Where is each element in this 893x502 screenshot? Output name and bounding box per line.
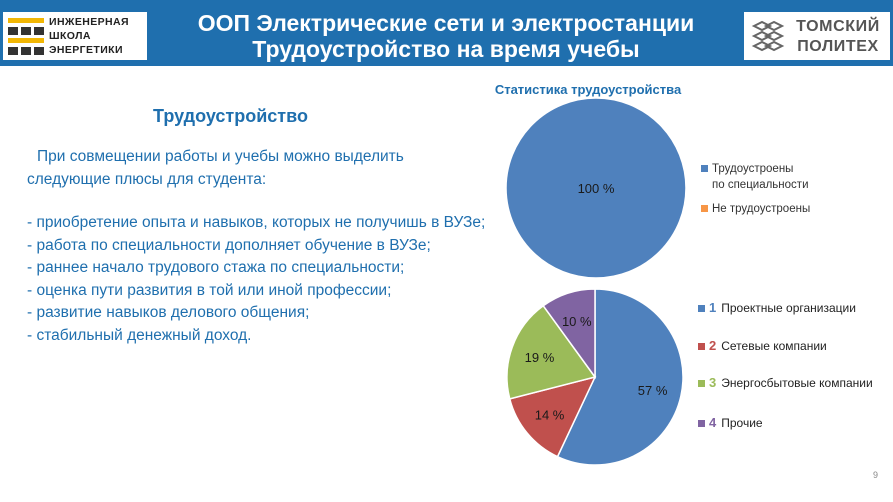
- pie-slice: [505, 97, 687, 279]
- legend-label: 3 Энергосбытовые компании: [709, 375, 873, 390]
- benefits-text: При совмещении работы и учебы можно выде…: [27, 146, 492, 347]
- section-heading: Трудоустройство: [153, 106, 308, 126]
- legend-swatch: [698, 420, 705, 427]
- legend-swatch: [701, 205, 708, 212]
- pie-slice: [556, 288, 684, 466]
- paragraph-spacer: [27, 191, 492, 212]
- legend-label: Не трудоустроены: [712, 203, 810, 215]
- benefit-item: - приобретение опыта и навыков, которых …: [27, 214, 486, 231]
- pie-data-label: 19 %: [525, 350, 555, 365]
- legend-text: Проектные организации: [721, 301, 856, 315]
- legend-swatch: [698, 380, 705, 387]
- legend-text: Энергосбытовые компании: [721, 376, 872, 390]
- school-logo-line: ЭНЕРГЕТИКИ: [49, 44, 123, 56]
- tomsk-polytech-logo: ТОМСКИЙ ПОЛИТЕХ: [744, 12, 890, 60]
- pie-data-label: 57 %: [638, 383, 668, 398]
- benefit-item: - работа по специальности дополняет обуч…: [27, 236, 431, 254]
- page-title-line1: ООП Электрические сети и электростанции: [197, 10, 695, 36]
- legend-swatch: [698, 305, 705, 312]
- benefit-item: - стабильный денежный доход.: [27, 326, 252, 344]
- polytech-logo-line: ПОЛИТЕХ: [797, 38, 879, 55]
- legend-number: 3: [709, 375, 716, 390]
- legend-label: 4 Прочие: [709, 415, 763, 430]
- benefit-item: - раннее начало трудового стажа по специ…: [27, 259, 405, 276]
- legend-swatch: [698, 343, 705, 350]
- legend-text: Прочие: [721, 416, 763, 430]
- legend-label: Трудоустроены: [712, 163, 793, 175]
- legend-number: 4: [709, 415, 717, 430]
- employer-types-pie-chart: 57 % 14 % 19 % 10 % 1 Проектные организации 2 С…: [506, 288, 873, 466]
- polytech-logo-text: ТОМСКИЙ ПОЛИТЕХ: [790, 17, 886, 57]
- engineering-school-logo: ИНЖЕНЕРНАЯ ШКОЛА ЭНЕРГЕТИКИ: [3, 12, 147, 60]
- legend-label: 2 Сетевые компании: [709, 338, 827, 353]
- pie-data-label: 10 %: [562, 314, 592, 329]
- school-logo-line: ШКОЛА: [49, 30, 91, 42]
- pie-data-label: 14 %: [535, 408, 565, 423]
- pie-slice: [508, 375, 597, 458]
- employment-pie-chart: 100 % Трудоустроены по специальности Не тру…: [505, 97, 810, 279]
- polytech-logo-line: ТОМСКИЙ: [796, 18, 880, 35]
- school-emblem-icon: [8, 18, 44, 55]
- legend-swatch: [701, 165, 708, 172]
- school-logo-text: ИНЖЕНЕРНАЯ ШКОЛА ЭНЕРГЕТИКИ: [49, 15, 129, 57]
- pie-data-label: 100 %: [578, 181, 615, 196]
- intro-line: При совмещении работы и учебы можно выде…: [37, 148, 404, 165]
- pie-slice: [542, 288, 596, 380]
- benefit-item: - развитие навыков делового общения;: [27, 304, 310, 321]
- page-number: 9: [872, 470, 878, 480]
- legend-label: по специальности: [712, 179, 809, 191]
- header-bar: ИНЖЕНЕРНАЯ ШКОЛА ЭНЕРГЕТИКИ ООП Электрич…: [0, 0, 893, 66]
- page-title-line2: Трудоустройство на время учебы: [252, 36, 640, 62]
- page-title: ООП Электрические сети и электростанции …: [150, 10, 742, 62]
- legend-label: 1 Проектные организации: [709, 300, 856, 315]
- benefit-item: - оценка пути развития в той или иной пр…: [27, 281, 392, 299]
- school-logo-line: ИНЖЕНЕРНАЯ: [49, 16, 129, 28]
- legend-number: 2: [709, 338, 716, 353]
- polytech-emblem-icon: [751, 20, 785, 52]
- legend-number: 1: [709, 300, 716, 315]
- legend-text: Сетевые компании: [721, 339, 827, 353]
- pie-slice: [506, 304, 597, 400]
- chart-title: Статистика трудоустройства: [494, 82, 682, 97]
- intro-line: следующие плюсы для студента:: [27, 170, 267, 188]
